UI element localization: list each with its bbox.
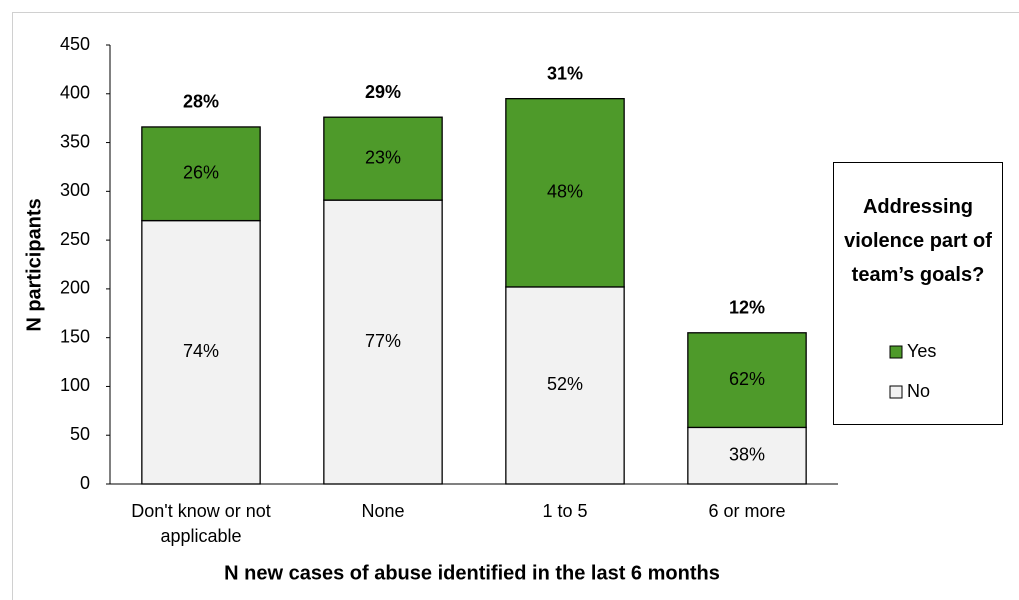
x-axis-title: N new cases of abuse identified in the l…: [224, 562, 720, 584]
chart-border: [12, 12, 1019, 600]
segment-label: 26%: [183, 163, 219, 183]
bar-segment: [505, 98, 625, 288]
legend-box: [833, 162, 1003, 425]
x-tick-label: 6 or more: [708, 501, 786, 521]
y-axis-title: N participants: [23, 198, 45, 331]
y-tick-label: 100: [60, 375, 90, 395]
y-tick-label: 0: [80, 473, 90, 493]
y-tick-label: 150: [60, 326, 90, 346]
segment-label: 77%: [365, 331, 401, 351]
legend-label: No: [907, 381, 930, 401]
bar-segment: [687, 426, 807, 485]
segment-label: 48%: [547, 182, 583, 202]
y-tick-label: 50: [70, 424, 90, 444]
bar-segment: [687, 332, 807, 429]
x-tick-label: None: [361, 501, 405, 521]
bar-segment: [505, 286, 625, 485]
total-label: 28%: [183, 92, 219, 112]
bar-segment: [141, 126, 261, 222]
total-label: 29%: [365, 82, 401, 102]
segment-label: 52%: [547, 374, 583, 394]
y-tick-label: 350: [60, 131, 90, 151]
legend-swatch: [889, 345, 903, 359]
total-label: 31%: [547, 63, 583, 83]
legend-label: Yes: [907, 341, 936, 361]
total-label: 12%: [729, 298, 765, 318]
bar-segment: [323, 116, 443, 201]
segment-label: 23%: [365, 147, 401, 167]
legend-title: Addressing violence part of team’s goals…: [844, 196, 992, 286]
y-tick-label: 250: [60, 229, 90, 249]
x-tick-label: Don't know or not applicable: [131, 501, 271, 546]
segment-label: 74%: [183, 341, 219, 361]
x-tick-label: 1 to 5: [542, 501, 588, 521]
segment-label: 38%: [729, 444, 765, 464]
y-tick-label: 450: [60, 34, 90, 54]
y-tick-label: 300: [60, 180, 90, 200]
y-tick-label: 400: [60, 83, 90, 103]
segment-label: 62%: [729, 369, 765, 389]
bar-segment: [323, 199, 443, 485]
legend-swatch: [889, 385, 903, 399]
y-tick-label: 200: [60, 278, 90, 298]
